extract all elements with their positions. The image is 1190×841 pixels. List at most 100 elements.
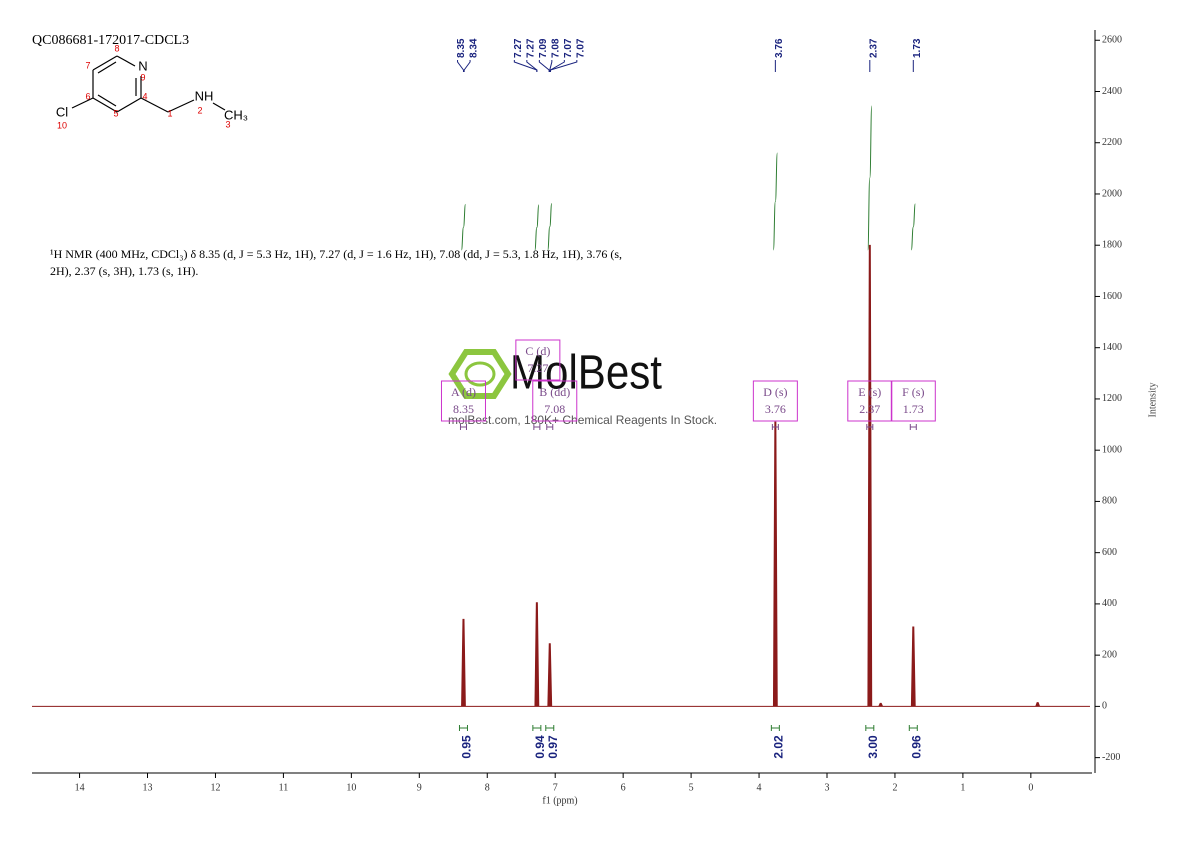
multiplet-box xyxy=(890,380,936,422)
peak xyxy=(534,602,540,707)
multiplet-box xyxy=(847,380,893,422)
atom-number: 10 xyxy=(57,120,67,130)
multiplet-box xyxy=(752,380,798,422)
x-tick-label: 9 xyxy=(417,782,422,793)
y-tick-label: 200 xyxy=(1102,649,1117,660)
y-axis-label: Intensity xyxy=(1147,383,1158,418)
bond xyxy=(71,97,94,109)
atom-number: 7 xyxy=(85,60,90,70)
multiplet-shift: 1.73 xyxy=(903,402,924,416)
atom-label: N xyxy=(138,58,147,73)
multiplet-name: F (s) xyxy=(902,385,924,399)
peak-label-leader xyxy=(549,60,578,72)
multiplet-shift: 7.27 xyxy=(527,361,548,375)
x-tick-label: 6 xyxy=(621,782,626,793)
x-tick-label: 8 xyxy=(485,782,490,793)
multiplet-marker xyxy=(866,424,874,430)
multiplet-name: D (s) xyxy=(763,385,787,399)
atom-label: Cl xyxy=(56,104,68,119)
atom-label: NH xyxy=(195,88,214,103)
integral-label: 3.00 xyxy=(866,735,880,759)
peak-label: 7.27 xyxy=(525,38,536,58)
integral-bracket xyxy=(532,725,542,731)
bond xyxy=(116,97,142,113)
x-tick-label: 3 xyxy=(825,782,830,793)
multiplet-box xyxy=(515,339,561,381)
y-tick-label: 400 xyxy=(1102,598,1117,609)
y-tick-label: 1600 xyxy=(1102,291,1122,302)
logo-hexagon xyxy=(448,349,512,399)
atom-number: 2 xyxy=(197,105,202,115)
x-tick-label: 7 xyxy=(553,782,558,793)
multiplet-marker xyxy=(771,424,779,430)
y-tick-label: 2600 xyxy=(1102,35,1122,46)
peak-label-leader xyxy=(457,60,464,72)
atom-label: CH₃ xyxy=(224,107,248,122)
structure xyxy=(71,55,226,113)
watermark-tagline: molBest.com, 180K+ Chemical Reagents In … xyxy=(448,413,717,427)
peak xyxy=(772,421,778,707)
peak xyxy=(547,643,553,707)
y-tick-label: 600 xyxy=(1102,547,1117,558)
peak-label-leader xyxy=(549,60,553,72)
peak-label: 3.76 xyxy=(774,38,785,58)
integral-curve xyxy=(867,105,873,251)
y-tick-label: 2200 xyxy=(1102,137,1122,148)
peak xyxy=(867,244,873,707)
bond xyxy=(167,99,195,113)
integral-curve xyxy=(534,204,540,251)
x-tick-label: 4 xyxy=(757,782,762,793)
peak xyxy=(461,618,466,707)
integral-curve xyxy=(547,202,553,251)
atom-number: 6 xyxy=(85,91,90,101)
peak-label: 7.08 xyxy=(550,38,561,58)
peak-label-leader xyxy=(513,60,538,72)
bond xyxy=(92,97,118,113)
x-tick-label: 5 xyxy=(689,782,694,793)
peak-label-leader xyxy=(526,60,538,72)
multiplet-shift: 2.37 xyxy=(859,402,880,416)
multiplet-marker xyxy=(459,424,467,430)
integral-label: 0.97 xyxy=(546,735,560,759)
multiplet-name: E (s) xyxy=(858,385,881,399)
x-tick-label: 1 xyxy=(960,782,965,793)
multiplet-shift: 7.08 xyxy=(544,402,565,416)
x-tick-label: 10 xyxy=(346,782,356,793)
peak xyxy=(878,702,884,707)
peak-label-leader xyxy=(463,60,471,72)
y-tick-label: 1400 xyxy=(1102,342,1122,353)
multiplet-box xyxy=(440,380,486,422)
bond xyxy=(140,97,169,113)
atom-number: 5 xyxy=(113,108,118,118)
peak xyxy=(1035,702,1041,707)
y-tick-label: 0 xyxy=(1102,701,1107,712)
description: ¹H NMR (400 MHz, CDCl₃) δ 8.35 (d, J = 5… xyxy=(50,247,623,278)
multiplet-name: A (d) xyxy=(451,385,476,399)
multiplet-name: C (d) xyxy=(525,344,550,358)
bond xyxy=(116,55,136,67)
multiplet-marker xyxy=(546,424,554,430)
chart-title: QC086681-172017-CDCL3 xyxy=(32,33,189,48)
integral-curve xyxy=(910,203,916,251)
watermark-brand: MolBest xyxy=(510,347,662,400)
x-tick-label: 12 xyxy=(210,782,220,793)
peak xyxy=(910,626,916,707)
integral-curve xyxy=(772,152,778,251)
integral-bracket xyxy=(865,725,875,731)
multiplet-marker xyxy=(909,424,917,430)
bond xyxy=(97,61,117,74)
multiplet-shift: 8.35 xyxy=(453,402,474,416)
atom-number: 1 xyxy=(167,108,172,118)
peak-label: 7.27 xyxy=(513,38,524,58)
integral-bracket xyxy=(458,725,468,731)
bond xyxy=(212,102,226,111)
x-axis-label: f1 (ppm) xyxy=(542,795,577,806)
atom-number: 4 xyxy=(142,91,147,101)
y-tick-label: 2000 xyxy=(1102,188,1122,199)
peak-label: 2.37 xyxy=(868,38,879,58)
atom-number: 9 xyxy=(140,72,145,82)
peak-label: 8.35 xyxy=(456,38,467,58)
x-tick-label: 11 xyxy=(279,782,289,793)
multiplet-name: B (dd) xyxy=(539,385,570,399)
x-tick-label: 0 xyxy=(1028,782,1033,793)
